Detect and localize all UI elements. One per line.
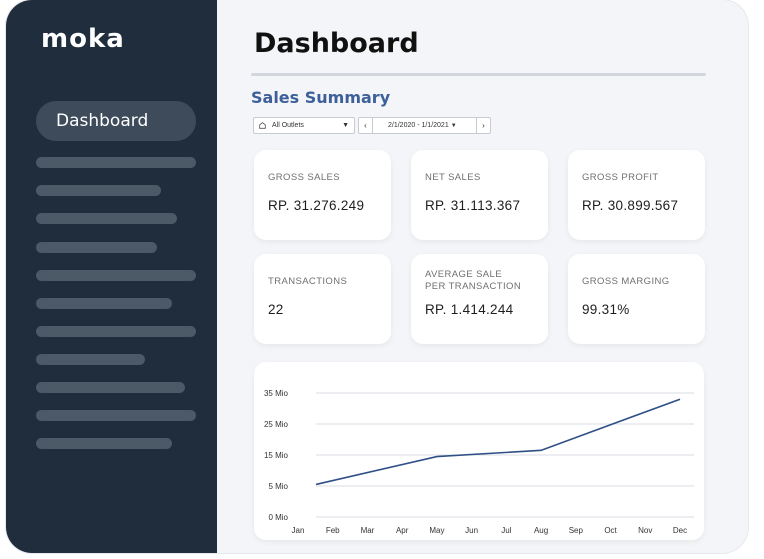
- x-tick-label: Jul: [501, 526, 511, 535]
- x-tick-label: Feb: [326, 526, 340, 535]
- x-tick-label: Oct: [604, 526, 617, 535]
- x-tick-label: Apr: [396, 526, 409, 535]
- chevron-down-icon: ▼: [450, 122, 457, 129]
- sidebar-item-placeholder[interactable]: [36, 242, 157, 253]
- y-tick-label: 0 Mio: [268, 513, 288, 522]
- metric-card-transactions: TRANSACTIONS 22: [254, 254, 391, 344]
- metric-label: PER TRANSACTION: [425, 281, 522, 292]
- metric-label: GROSS MARGING: [582, 276, 670, 287]
- metric-label: NET SALES: [425, 172, 481, 183]
- series-line: [315, 398, 681, 486]
- metric-value: RP. 1.414.244: [425, 302, 514, 317]
- metric-value: 22: [268, 302, 284, 317]
- sidebar-item-placeholder[interactable]: [36, 157, 196, 168]
- sidebar: moka Dashboard: [6, 0, 217, 553]
- metric-card-average-sale: AVERAGE SALE PER TRANSACTION RP. 1.414.2…: [411, 254, 548, 344]
- sidebar-item-placeholder[interactable]: [36, 382, 185, 393]
- date-range-value[interactable]: 2/1/2020 - 1/1/2021: [388, 122, 449, 129]
- sidebar-item-dashboard[interactable]: Dashboard: [36, 101, 196, 141]
- date-range-picker[interactable]: ‹ 2/1/2020 - 1/1/2021 ▼ ›: [358, 117, 491, 134]
- metric-value: RP. 31.113.367: [425, 198, 521, 213]
- x-tick-label: May: [429, 526, 444, 535]
- metric-card-gross-profit: GROSS PROFIT RP. 30.899.567: [568, 150, 705, 240]
- metric-value: RP. 31.276.249: [268, 198, 365, 213]
- x-tick-label: Jun: [465, 526, 478, 535]
- metric-label: TRANSACTIONS: [268, 276, 348, 287]
- page-title: Dashboard: [254, 28, 419, 59]
- moka-logo: moka: [41, 24, 125, 54]
- x-tick-label: Dec: [673, 526, 687, 535]
- title-divider: [251, 73, 706, 76]
- outlet-select[interactable]: All Outlets ▼: [253, 117, 355, 134]
- sidebar-item-placeholder[interactable]: [36, 270, 196, 281]
- y-tick-label: 5 Mio: [268, 482, 288, 491]
- x-tick-label: Jan: [292, 526, 305, 535]
- metric-card-gross-margin: GROSS MARGING 99.31%: [568, 254, 705, 344]
- x-tick-label: Mar: [361, 526, 375, 535]
- chevron-right-icon[interactable]: ›: [476, 118, 490, 133]
- x-tick-label: Aug: [534, 526, 548, 535]
- app-window: moka Dashboard Dashboard Sales Summary A…: [6, 0, 748, 553]
- sidebar-item-placeholder[interactable]: [36, 298, 172, 309]
- metric-label: GROSS SALES: [268, 172, 340, 183]
- section-title: Sales Summary: [251, 88, 391, 107]
- sidebar-item-placeholder[interactable]: [36, 410, 196, 421]
- y-tick-label: 35 Mio: [264, 389, 289, 398]
- chevron-left-icon[interactable]: ‹: [359, 118, 373, 133]
- sidebar-item-placeholder[interactable]: [36, 185, 161, 196]
- sidebar-item-placeholder[interactable]: [36, 326, 196, 337]
- chevron-down-icon: ▼: [342, 122, 349, 129]
- main-content: Dashboard Sales Summary All Outlets ▼ ‹ …: [217, 0, 748, 553]
- y-tick-label: 15 Mio: [264, 451, 289, 460]
- metric-value: RP. 30.899.567: [582, 198, 679, 213]
- y-tick-label: 25 Mio: [264, 420, 289, 429]
- metric-value: 99.31%: [582, 302, 630, 317]
- sales-chart-card: 0 Mio 5 Mio 15 Mio 25 Mio 35 Mio Jan Feb Mar Apr…: [254, 362, 704, 540]
- sidebar-item-placeholder[interactable]: [36, 438, 172, 449]
- outlet-select-value: All Outlets: [272, 122, 304, 129]
- store-icon: [259, 122, 266, 129]
- x-tick-label: Nov: [638, 526, 652, 535]
- sidebar-item-placeholder[interactable]: [36, 354, 145, 365]
- metric-card-gross-sales: GROSS SALES RP. 31.276.249: [254, 150, 391, 240]
- x-tick-label: Sep: [569, 526, 584, 535]
- metric-label: AVERAGE SALE: [425, 269, 502, 280]
- metric-label: GROSS PROFIT: [582, 172, 659, 183]
- sales-line-chart: 0 Mio 5 Mio 15 Mio 25 Mio 35 Mio Jan Feb Mar Apr…: [264, 389, 694, 535]
- sidebar-item-placeholder[interactable]: [36, 213, 177, 224]
- metric-card-net-sales: NET SALES RP. 31.113.367: [411, 150, 548, 240]
